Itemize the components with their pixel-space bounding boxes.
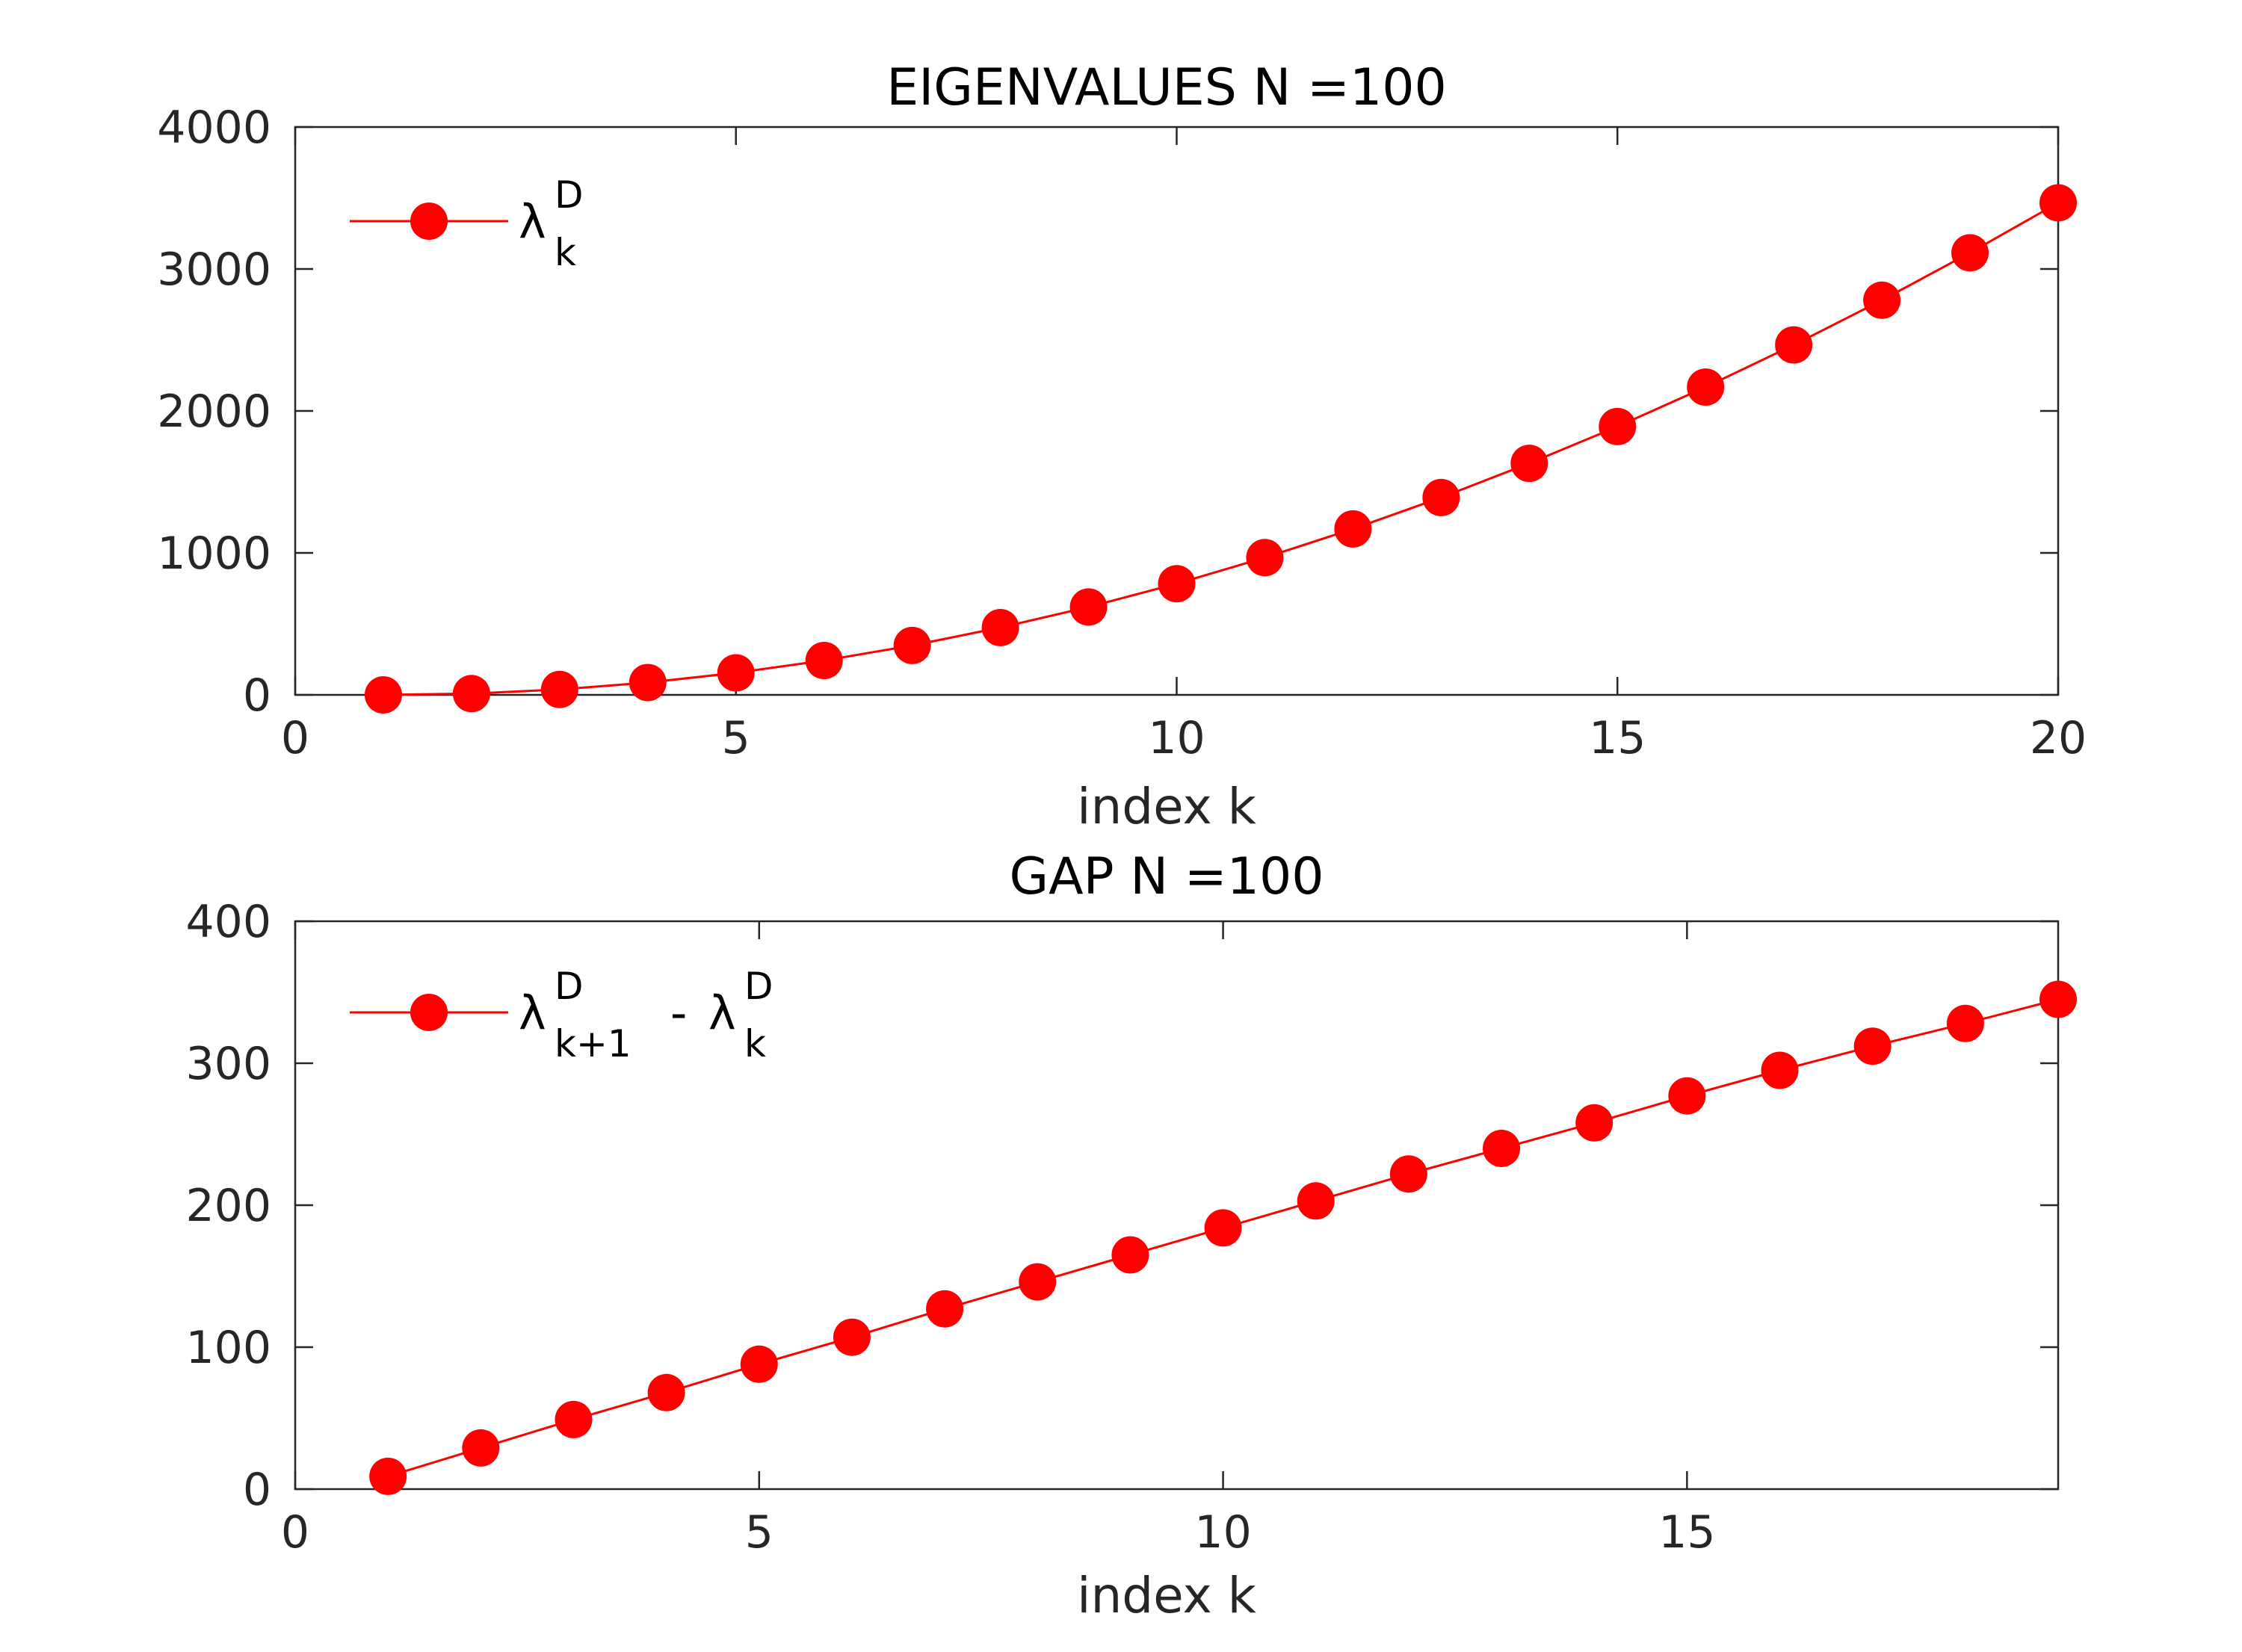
eigenvalues-legend-marker [410,202,448,240]
gap-data-point [462,1429,500,1467]
eigenvalues-x-tick-label: 10 [1148,712,1205,764]
eigenvalues-data-point [805,642,843,680]
gap-x-tick-label: 5 [745,1506,773,1559]
gap-legend: λ D k+1 - λ D k [350,965,773,1065]
eigenvalues-data-point [1334,510,1372,548]
gap-legend-operator: - [670,986,687,1040]
eigenvalues-data-point [364,676,402,714]
eigenvalues-plot: 0 5 10 15 20 0 1000 2000 3000 4000 [157,102,2087,764]
eigenvalues-data-point [1510,445,1548,483]
gap-data-point [926,1290,964,1328]
gap-x-tick-label: 10 [1194,1506,1251,1559]
gap-data-point [1019,1263,1057,1301]
gap-data-point [1297,1182,1335,1220]
gap-y-tick-label: 100 [185,1322,271,1374]
eigenvalues-data-point [1422,478,1460,516]
eigenvalues-y-tick-label: 1000 [157,528,271,580]
gap-y-tick-label: 400 [185,896,271,948]
gap-data-point [1204,1209,1242,1247]
gap-legend-symbol-2: λ [708,986,736,1040]
gap-data-point [369,1457,407,1495]
gap-data-point [1111,1236,1149,1274]
eigenvalues-xlabel: index k [1077,778,1257,835]
eigenvalues-y-tick-label: 2000 [157,386,271,438]
eigenvalues-data-point [893,626,931,664]
eigenvalues-data-point [1951,234,1989,272]
eigenvalues-data-point [540,670,578,708]
eigenvalues-x-tick-label: 15 [1589,712,1646,764]
eigenvalues-y-tick-label: 3000 [157,244,271,296]
eigenvalues-data-point [981,608,1019,646]
gap-y-tick-label: 300 [185,1038,271,1090]
eigenvalues-data-point [1775,326,1813,364]
eigenvalues-data-point [452,675,490,713]
eigenvalues-data-point [2039,184,2077,222]
eigenvalues-x-tick-label: 0 [281,712,309,764]
gap-legend-subscript-2: k [744,1022,766,1065]
gap-y-tick-label: 0 [243,1464,271,1516]
gap-data-point [740,1345,778,1383]
gap-data-point [1483,1130,1521,1167]
eigenvalues-x-tick-label: 20 [2030,712,2087,764]
gap-data-point [1389,1155,1427,1193]
eigenvalues-data-point [1599,407,1637,445]
eigenvalues-data-point [1863,281,1901,319]
eigenvalues-x-tick-label: 5 [722,712,750,764]
gap-legend-superscript-2: D [744,965,773,1008]
gap-data-point [833,1318,871,1356]
eigenvalues-legend: λ D k [350,173,584,274]
eigenvalues-data-point [629,663,667,702]
gap-data-point [1575,1104,1613,1142]
eigenvalues-title: EIGENVALUES N =100 [886,58,1447,117]
gap-data-point [1853,1027,1892,1065]
eigenvalues-data-point [1158,565,1196,603]
eigenvalues-legend-subscript: k [555,231,576,274]
eigenvalues-legend-symbol: λ [519,194,546,249]
gap-xlabel: index k [1077,1567,1257,1624]
eigenvalues-y-tick-label: 4000 [157,102,271,154]
eigenvalues-legend-superscript: D [555,173,584,217]
gap-title: GAP N =100 [1009,847,1324,906]
gap-panel: GAP N =100 0 5 10 15 0 100 200 300 400 index k λ… [185,847,2077,1624]
eigenvalues-y-tick-label: 0 [243,669,271,722]
gap-y-tick-label: 200 [185,1180,271,1232]
gap-data-point [2039,980,2077,1018]
eigenvalues-data-point [1069,588,1108,626]
gap-legend-symbol: λ [519,986,546,1040]
gap-legend-marker [410,994,448,1031]
eigenvalues-data-point [1246,539,1284,577]
eigenvalues-panel: EIGENVALUES N =100 0 5 10 15 20 0 1000 2000 3000… [157,58,2087,835]
gap-x-tick-label: 0 [281,1506,309,1559]
gap-data-point [1761,1051,1799,1089]
gap-data-point [555,1400,593,1438]
gap-data-point [1668,1077,1706,1115]
gap-data-point [1946,1004,1984,1042]
gap-legend-superscript: D [555,965,584,1008]
gap-data-point [647,1373,685,1411]
eigenvalues-data-point [717,654,755,692]
gap-x-tick-label: 15 [1658,1506,1715,1559]
eigenvalues-data-point [1687,368,1725,406]
gap-legend-subscript: k+1 [555,1022,631,1065]
gap-plot: 0 5 10 15 0 100 200 300 400 [185,896,2077,1559]
